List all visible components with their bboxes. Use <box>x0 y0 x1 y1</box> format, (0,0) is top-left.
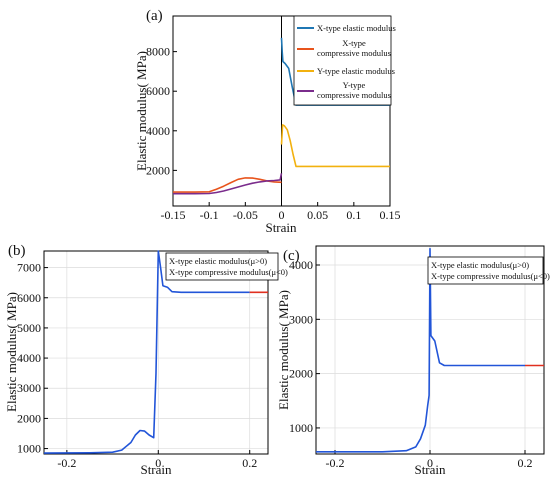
x-tick-label: 0.05 <box>307 208 328 222</box>
legend-box <box>165 252 279 281</box>
y-tick-label: 1000 <box>289 421 313 435</box>
panel-label: (b) <box>8 243 26 259</box>
y-tick-label: 7000 <box>17 261 41 275</box>
panel-label: (c) <box>283 248 300 264</box>
legend-label: Y-type elastic modulus <box>317 66 395 76</box>
y-axis-title: Elastic modulus( MPa) <box>4 292 19 412</box>
y-tick-label: 2000 <box>17 411 41 425</box>
x-tick-label: -0.15 <box>161 208 186 222</box>
chart-panel-2: -0.2 0 0.2 1000 2000 3000 4000 5000 6000 7000 (b) S… <box>4 243 288 477</box>
legend-label: X-type elastic modulus(μ>0) <box>431 260 529 270</box>
y-tick-label: 5000 <box>17 321 41 335</box>
legend-label: X-type elastic modulus(μ>0) <box>169 256 267 266</box>
x-tick-label: 0.2 <box>518 456 533 470</box>
y-tick-label: 3000 <box>17 381 41 395</box>
y-tick-label: 2000 <box>289 367 313 381</box>
y-tick-label: 4000 <box>146 124 170 138</box>
series-line-1 <box>43 250 250 454</box>
chart-panel-1: -0.15 -0.1 -0.05 0 0.05 0.1 0.15 2000 4000 6000 80… <box>134 8 401 235</box>
plot-frame <box>43 250 269 455</box>
chart-panel-3: -0.2 0 0.2 1000 2000 3000 4000(c) Strain Elastic… <box>276 245 550 477</box>
x-tick-label: -0.1 <box>200 208 219 222</box>
legend-label: X-type compressive modulus(μ<0) <box>169 267 288 277</box>
panel-label: (a) <box>146 8 163 24</box>
x-tick-label: -0.2 <box>326 456 345 470</box>
legend: X-type elastic modulus X-type compressive … <box>293 15 396 106</box>
x-tick-label: 0 <box>427 456 433 470</box>
y-tick-label: 6000 <box>17 291 41 305</box>
legend: X-type elastic modulus(μ>0)X-type compre… <box>427 256 550 285</box>
x-tick-label: 0.2 <box>242 456 257 470</box>
legend: X-type elastic modulus(μ>0)X-type compre… <box>165 252 288 281</box>
y-tick-label: 6000 <box>146 84 170 98</box>
y-tick-label: 1000 <box>17 442 41 456</box>
x-tick-label: -0.2 <box>57 456 76 470</box>
x-axis-title: Strain <box>414 462 446 477</box>
y-tick-label: 3000 <box>289 312 313 326</box>
x-axis-title: Strain <box>265 220 297 235</box>
x-axis-title: Strain <box>140 462 172 477</box>
y-tick-label: 4000 <box>17 351 41 365</box>
y-tick-label: 8000 <box>146 45 170 59</box>
x-tick-label: 0 <box>279 208 285 222</box>
legend-box <box>427 256 544 285</box>
x-tick-label: -0.05 <box>233 208 258 222</box>
legend-label: X-type compressive modulus <box>317 38 391 58</box>
y-axis-title: Elastic modulus( MPa) <box>276 290 291 410</box>
series-line-4 <box>173 173 283 195</box>
legend-label: Y-type compressive modulus <box>317 80 391 100</box>
y-tick-label: 2000 <box>146 163 170 177</box>
x-tick-label: 0 <box>155 456 161 470</box>
legend-label: X-type compressive modulus(μ<0) <box>431 271 550 281</box>
x-tick-label: 0.15 <box>380 208 401 222</box>
x-tick-label: 0.1 <box>346 208 361 222</box>
legend-label: X-type elastic modulus <box>317 23 396 33</box>
y-tick-label: 4000 <box>289 258 313 272</box>
series-line-3 <box>280 124 390 168</box>
series-line-1 <box>316 247 525 453</box>
y-axis-title: Elastic modulus( MPa) <box>134 51 149 171</box>
